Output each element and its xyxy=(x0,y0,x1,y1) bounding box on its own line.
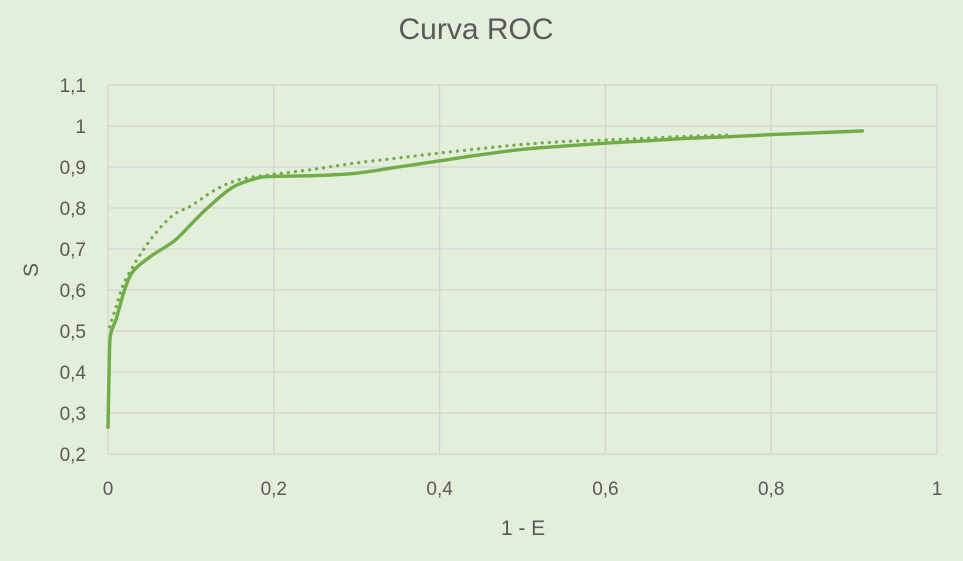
series-line-dotted xyxy=(108,133,732,329)
y-tick-label: 0,5 xyxy=(60,322,86,343)
x-tick-label: 0,2 xyxy=(261,479,287,500)
y-tick-label: 1,1 xyxy=(60,76,86,97)
y-tick-label: 0,8 xyxy=(60,199,86,220)
series-line-solid xyxy=(106,129,865,430)
grid-lines xyxy=(107,84,938,455)
y-tick-label: 0,4 xyxy=(60,363,87,384)
y-tick-label: 0,2 xyxy=(60,445,86,466)
y-tick-label: 1 xyxy=(75,117,86,138)
x-tick-label: 0,6 xyxy=(592,479,618,500)
y-tick-label: 0,6 xyxy=(60,281,86,302)
plot-area xyxy=(106,129,865,430)
y-tick-label: 0,3 xyxy=(60,404,86,425)
x-axis-label: 1 - E xyxy=(501,517,545,540)
x-tick-label: 0 xyxy=(103,479,114,500)
x-tick-label: 1 xyxy=(932,479,943,500)
x-tick-label: 0,4 xyxy=(426,479,453,500)
chart-title: Curva ROC xyxy=(398,13,553,46)
x-tick-label: 0,8 xyxy=(758,479,784,500)
y-axis-label: S xyxy=(20,263,43,277)
tick-labels: 0,2 0,3 0,4 0,5 0,6 0,7 0,8 0,9 1 1,1 0 0,2 0,4 0,6 0,… xyxy=(60,76,943,500)
y-tick-label: 0,9 xyxy=(60,158,86,179)
y-tick-label: 0,7 xyxy=(60,240,86,261)
